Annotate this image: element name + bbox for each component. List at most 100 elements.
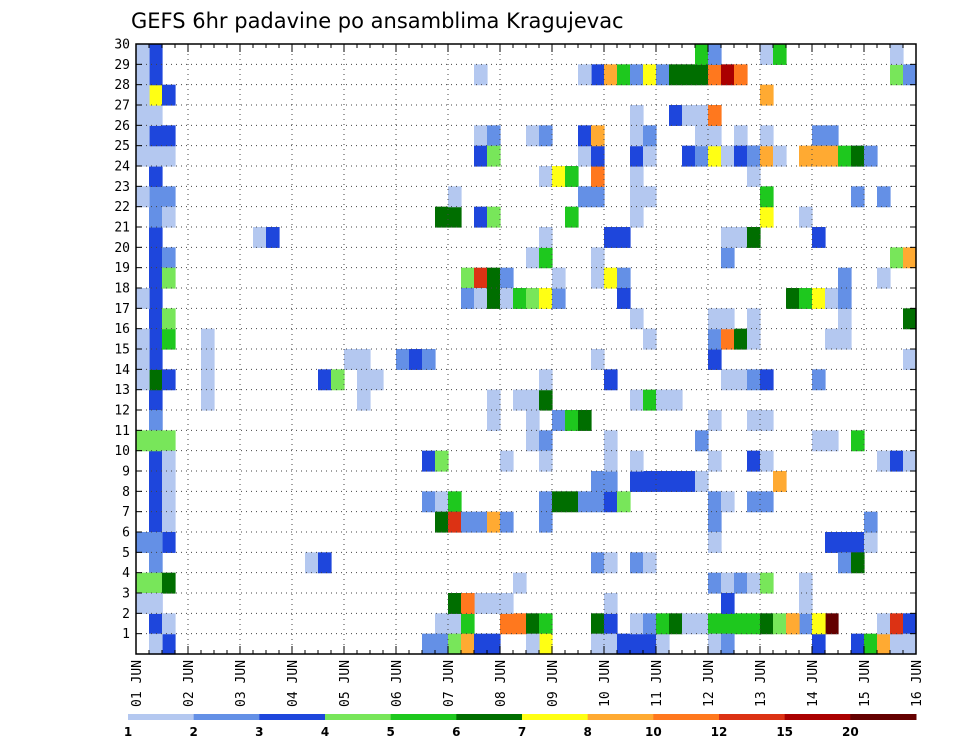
- heatmap-cell: [435, 450, 449, 472]
- heatmap-cell: [591, 552, 605, 574]
- heatmap-cell: [136, 532, 150, 553]
- heatmap-cell: [539, 288, 553, 309]
- heatmap-cell: [149, 633, 163, 655]
- heatmap-cell: [149, 166, 163, 187]
- heatmap-cell: [435, 613, 449, 635]
- heatmap-cell: [487, 389, 501, 411]
- heatmap-cell: [149, 532, 163, 553]
- heatmap-cell: [825, 145, 839, 167]
- heatmap-cell: [760, 186, 774, 208]
- y-tick-label: 23: [114, 180, 130, 195]
- heatmap-cell: [513, 288, 527, 309]
- heatmap-cell: [149, 572, 163, 594]
- heatmap-cell: [162, 125, 176, 147]
- heatmap-cell: [500, 288, 514, 309]
- heatmap-cell: [461, 511, 475, 533]
- heatmap-cell: [799, 593, 813, 614]
- heatmap-cell: [474, 288, 488, 309]
- heatmap-cell: [799, 145, 813, 167]
- heatmap-cell: [617, 227, 631, 248]
- heatmap-cell: [760, 145, 774, 167]
- heatmap-cell: [500, 511, 514, 533]
- heatmap-cell: [799, 206, 813, 228]
- heatmap-cell: [474, 64, 488, 86]
- heatmap-cell: [539, 247, 553, 269]
- heatmap-cell: [149, 471, 163, 492]
- heatmap-cell: [526, 247, 540, 269]
- colorbar-label: 3: [255, 725, 263, 739]
- heatmap-cell: [422, 450, 436, 472]
- heatmap-cell: [435, 511, 449, 533]
- heatmap-cell: [695, 145, 709, 167]
- heatmap-cell: [149, 511, 163, 533]
- heatmap-cell: [487, 145, 501, 167]
- colorbar-swatch: [325, 714, 392, 720]
- heatmap-cell: [461, 288, 475, 309]
- heatmap-cell: [903, 450, 917, 472]
- colorbar-swatch: [522, 714, 589, 720]
- heatmap-cell: [136, 105, 150, 126]
- y-tick-label: 16: [114, 322, 130, 337]
- heatmap-cell: [708, 328, 722, 350]
- heatmap-cell: [487, 288, 501, 309]
- heatmap-cell: [760, 410, 774, 431]
- heatmap-cell: [903, 247, 917, 269]
- heatmap-cell: [747, 166, 761, 187]
- heatmap-cell: [721, 491, 735, 513]
- colorbar: 1 2 3 4 5 6 7 8 10 12 15 20: [124, 714, 917, 739]
- y-tick-label: 18: [114, 282, 130, 297]
- colorbar-label: 20: [842, 725, 859, 739]
- y-tick-label: 17: [114, 302, 130, 317]
- heatmap-cell: [461, 267, 475, 289]
- heatmap-cell: [864, 532, 878, 553]
- colorbar-label: 6: [452, 725, 460, 739]
- heatmap-cell: [149, 613, 163, 635]
- colorbar-swatch: [784, 714, 851, 720]
- heatmap-cell: [669, 471, 683, 492]
- heatmap-cell: [500, 593, 514, 614]
- heatmap-cell: [136, 369, 150, 391]
- heatmap-cell: [747, 613, 761, 635]
- heatmap-cell: [318, 369, 332, 391]
- heatmap-cell: [149, 64, 163, 86]
- heatmap-cell: [149, 349, 163, 370]
- heatmap-cell: [708, 64, 722, 86]
- y-tick-label: 30: [114, 38, 130, 53]
- chart-title: GEFS 6hr padavine po ansamblima Kragujev…: [131, 9, 624, 33]
- heatmap-cell: [825, 328, 839, 350]
- heatmap-cell: [604, 430, 618, 452]
- heatmap-cell: [474, 145, 488, 167]
- heatmap-cell: [487, 593, 501, 614]
- heatmap-cell: [526, 389, 540, 411]
- heatmap-cell: [617, 633, 631, 655]
- heatmap-cell: [695, 64, 709, 86]
- heatmap-cell: [838, 308, 852, 330]
- heatmap-cell: [591, 247, 605, 269]
- colorbar-swatch: [587, 714, 654, 720]
- heatmap-cell: [370, 369, 384, 391]
- heatmap-cell: [149, 206, 163, 228]
- heatmap-cell: [838, 145, 852, 167]
- heatmap-cell: [760, 206, 774, 228]
- heatmap-cell: [357, 369, 371, 391]
- heatmap-cell: [136, 288, 150, 309]
- heatmap-cell: [565, 491, 579, 513]
- heatmap-cell: [162, 491, 176, 513]
- heatmap-cell: [591, 166, 605, 187]
- heatmap-cell: [630, 613, 644, 635]
- heatmap-cell: [851, 532, 865, 553]
- heatmap-cell: [162, 450, 176, 472]
- heatmap-cell: [149, 389, 163, 411]
- heatmap-cell: [474, 267, 488, 289]
- heatmap-cell: [526, 410, 540, 431]
- heatmap-cell: [474, 593, 488, 614]
- heatmap-cell: [682, 105, 696, 126]
- heatmap-cell: [708, 613, 722, 635]
- heatmap-cell: [643, 64, 657, 86]
- heatmap-cell: [539, 633, 553, 655]
- heatmap-cell: [656, 613, 670, 635]
- heatmap-cell: [526, 613, 540, 635]
- colorbar-swatch: [128, 714, 195, 720]
- y-tick-label: 27: [114, 99, 130, 114]
- heatmap-cell: [201, 328, 215, 350]
